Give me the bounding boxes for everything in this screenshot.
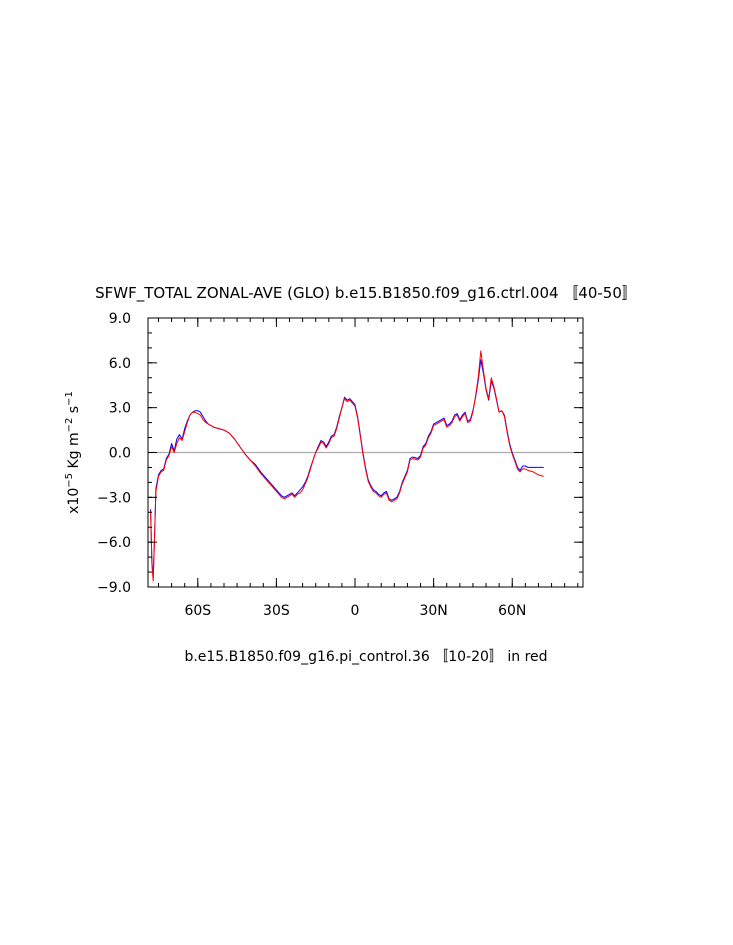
y-label-prefix: x10 bbox=[66, 488, 82, 514]
series-layer bbox=[150, 350, 544, 582]
x-tick-label: 60N bbox=[498, 603, 526, 619]
x-tick-label: 30N bbox=[419, 603, 447, 619]
y-tick-label: 3.0 bbox=[109, 401, 131, 417]
y-tick-label: 9.0 bbox=[109, 311, 131, 327]
y-label-unit-1: Kg m bbox=[66, 432, 82, 473]
y-label-unit-2: s bbox=[66, 406, 82, 418]
chart-subtitle: b.e15.B1850.f09_g16.pi_control.36 〚10-20… bbox=[184, 649, 547, 665]
series-line-1 bbox=[150, 350, 544, 582]
x-tick-label: 30S bbox=[263, 603, 290, 619]
y-tick-label: 6.0 bbox=[109, 356, 131, 372]
y-label-exponent-3: −1 bbox=[64, 391, 75, 406]
plot-frame bbox=[147, 317, 584, 588]
y-label-exponent-1: −5 bbox=[64, 473, 75, 488]
chart-title: SFWF_TOTAL ZONAL-AVE (GLO) b.e15.B1850.f… bbox=[95, 284, 637, 303]
y-tick-label: −3.0 bbox=[97, 490, 131, 506]
y-axis-label: x10−5 Kg m−2 s−1 bbox=[64, 391, 82, 514]
y-tick-label: 0.0 bbox=[109, 446, 131, 462]
y-tick-label: −6.0 bbox=[97, 535, 131, 551]
y-label-exponent-2: −2 bbox=[64, 418, 75, 433]
axes-layer: 60S 30S 0 30N 60N 9.0 6.0 3.0 0.0 −3.0 −6.0 −9.0 bbox=[97, 311, 583, 619]
x-tick-label: 0 bbox=[351, 603, 360, 619]
x-tick-label: 60S bbox=[184, 603, 211, 619]
series-line-0 bbox=[150, 359, 544, 579]
y-tick-label: −9.0 bbox=[97, 580, 131, 596]
